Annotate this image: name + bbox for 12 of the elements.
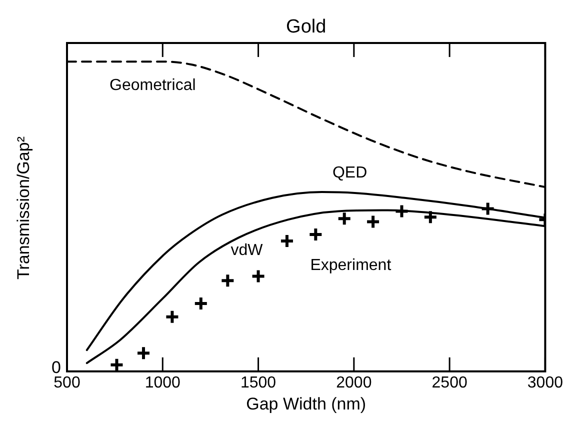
x-tick-label: 2000 [336,374,372,392]
x-tick-label: 2500 [432,374,468,392]
x-tick-label: 1000 [144,374,181,392]
x-axis-title: Gap Width (nm) [246,394,366,414]
chart-title: Gold [286,16,326,38]
y-axis-title: Transmission/Gap² [14,136,34,280]
series-label: Experiment [310,256,392,274]
x-tick-label: 3000 [527,374,564,392]
series-label: Geometrical [110,76,196,94]
series-label: vdW [230,242,264,259]
x-tick-label: 1500 [240,374,276,392]
series-label: QED [332,164,368,182]
